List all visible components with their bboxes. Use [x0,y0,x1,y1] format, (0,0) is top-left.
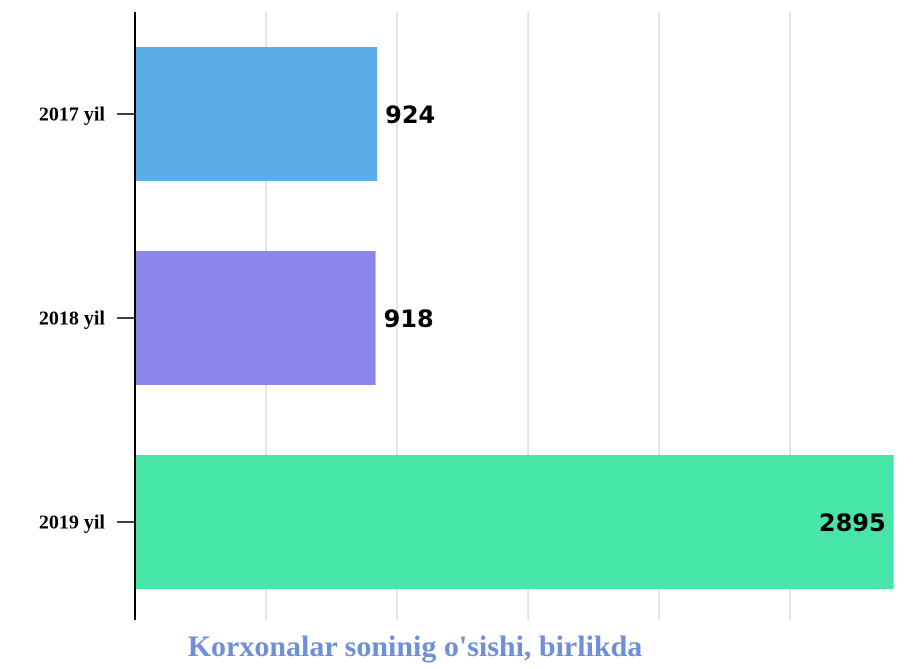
y-tick-label: 2018 yil [39,308,106,330]
y-tick-label: 2017 yil [39,104,106,126]
value-label: 924 [385,101,435,129]
value-label: 2895 [819,509,886,537]
bar [135,47,378,181]
chart-title: Korxonalar soninig o'sishi, birlikda [188,630,643,663]
bar [135,251,376,385]
y-tick-label: 2019 yil [39,512,106,534]
value-label: 918 [384,305,434,333]
bar [135,455,894,589]
